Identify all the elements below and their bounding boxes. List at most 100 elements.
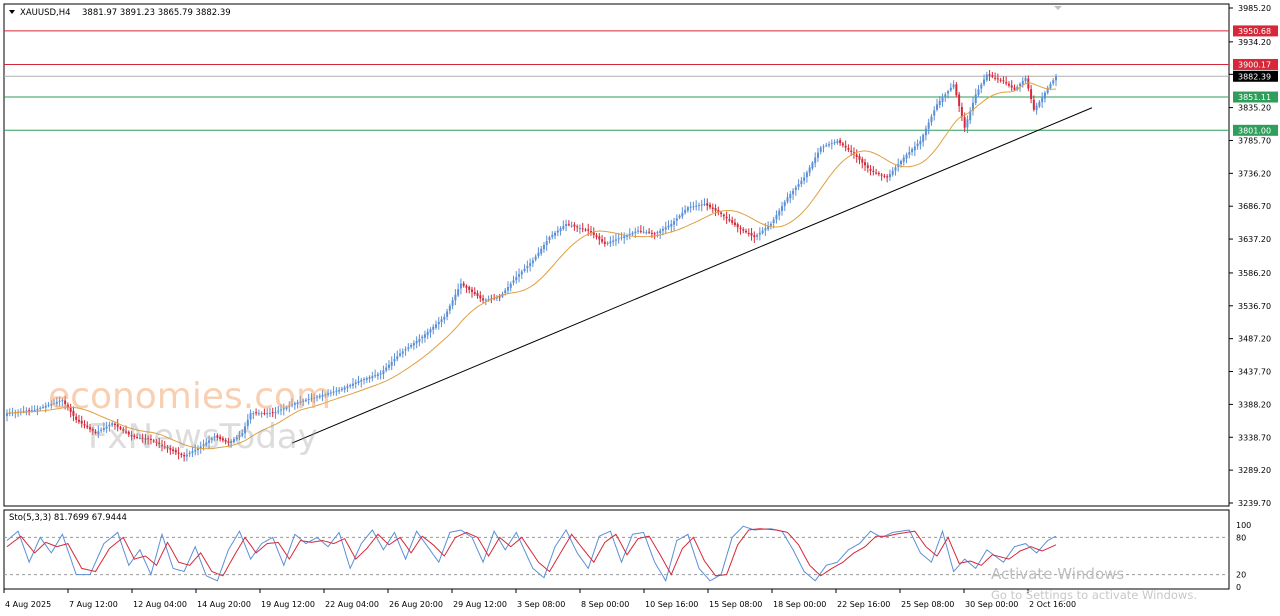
x-tick-label: 25 Sep 08:00 xyxy=(901,600,954,609)
candle-body xyxy=(952,84,955,88)
candle-body xyxy=(219,436,222,440)
candle-body xyxy=(371,376,374,379)
candle-body xyxy=(266,413,269,415)
candle-body xyxy=(520,271,523,275)
candle-body xyxy=(645,232,648,234)
candle-body xyxy=(506,287,509,291)
candle-body xyxy=(158,442,161,445)
y-tick-label: 3637.20 xyxy=(1238,235,1271,244)
x-tick-label: 18 Sep 00:00 xyxy=(773,600,826,609)
candle-body xyxy=(700,204,703,206)
candle-body xyxy=(280,409,283,411)
candle-body xyxy=(125,431,128,433)
candle-body xyxy=(285,406,288,409)
candle-body xyxy=(689,206,692,208)
candle-body xyxy=(354,382,357,384)
candle-body xyxy=(241,433,244,436)
candle-body xyxy=(260,413,263,415)
candle-body xyxy=(999,79,1002,81)
candle-body xyxy=(545,241,548,246)
candle-body xyxy=(963,117,966,128)
candle-body xyxy=(960,107,963,117)
candle-body xyxy=(1005,82,1008,84)
candle-body xyxy=(911,149,914,153)
candle-body xyxy=(457,289,460,296)
x-tick-label: 2 Oct 16:00 xyxy=(1029,600,1076,609)
candle-body xyxy=(512,280,515,283)
candle-body xyxy=(202,444,205,446)
candle-body xyxy=(839,140,842,144)
candle-body xyxy=(847,148,850,150)
candle-body xyxy=(476,293,479,297)
candle-body xyxy=(833,142,836,144)
candle-body xyxy=(25,410,28,413)
candle-body xyxy=(155,441,158,443)
candle-body xyxy=(554,232,557,236)
stochastic-main-line xyxy=(6,525,1057,583)
candle-body xyxy=(36,408,39,411)
candle-body xyxy=(866,165,869,169)
x-tick-label: 7 Aug 12:00 xyxy=(69,600,118,609)
candle-body xyxy=(482,298,485,301)
candle-body xyxy=(69,406,72,412)
candle-body xyxy=(800,180,803,185)
candle-body xyxy=(650,232,653,234)
candle-body xyxy=(479,295,482,299)
candle-body xyxy=(332,391,335,393)
candle-body xyxy=(368,377,371,379)
candle-body xyxy=(661,228,664,231)
candle-body xyxy=(138,437,141,439)
candle-body xyxy=(462,283,465,286)
candle-body xyxy=(733,222,736,226)
trend-line[interactable] xyxy=(291,107,1093,444)
candle-body xyxy=(232,439,235,442)
candle-body xyxy=(775,215,778,220)
candle-body xyxy=(769,223,772,226)
candle-body xyxy=(188,453,191,455)
candle-body xyxy=(794,187,797,191)
level-tag-label: 3801.00 xyxy=(1238,126,1271,135)
candle-body xyxy=(603,241,606,244)
candle-body xyxy=(238,435,241,438)
chart-shift-icon[interactable] xyxy=(1054,6,1062,10)
candle-body xyxy=(437,321,440,325)
candle-body xyxy=(310,398,313,400)
dropdown-triangle-icon[interactable] xyxy=(9,10,15,14)
candle-body xyxy=(404,349,407,351)
candle-body xyxy=(601,239,604,242)
candle-body xyxy=(72,410,75,416)
candle-body xyxy=(435,324,438,328)
candle-body xyxy=(570,225,573,227)
candle-body xyxy=(1046,87,1049,93)
candle-body xyxy=(448,305,451,311)
candle-body xyxy=(1024,77,1027,82)
candle-body xyxy=(105,426,108,429)
candle-body xyxy=(210,438,213,440)
stochastic-title: Sto(5,3,3) 81.7699 67.9444 xyxy=(9,513,127,523)
candle-body xyxy=(598,236,601,240)
candle-body xyxy=(349,384,352,387)
y-tick-label: 3835.20 xyxy=(1238,104,1271,113)
candle-body xyxy=(147,438,150,440)
level-tag-3882.39 xyxy=(1233,70,1278,82)
candle-body xyxy=(825,145,828,147)
candle-body xyxy=(648,231,651,233)
candle-body xyxy=(523,268,526,272)
x-tick-label: 22 Sep 16:00 xyxy=(837,600,890,609)
candle-body xyxy=(518,274,521,277)
candle-body xyxy=(584,229,587,231)
candle-body xyxy=(343,387,346,390)
candle-body xyxy=(996,78,999,80)
candle-body xyxy=(133,435,136,437)
candle-body xyxy=(122,429,125,431)
candle-body xyxy=(407,347,410,349)
activate-windows-title: Activate Windows xyxy=(991,565,1124,583)
level-tag-3900.17 xyxy=(1233,58,1278,70)
candle-body xyxy=(119,427,122,429)
candle-body xyxy=(302,400,305,402)
candle-body xyxy=(249,413,252,420)
candle-body xyxy=(1027,78,1030,89)
candle-body xyxy=(401,351,404,354)
candle-body xyxy=(1049,84,1052,89)
